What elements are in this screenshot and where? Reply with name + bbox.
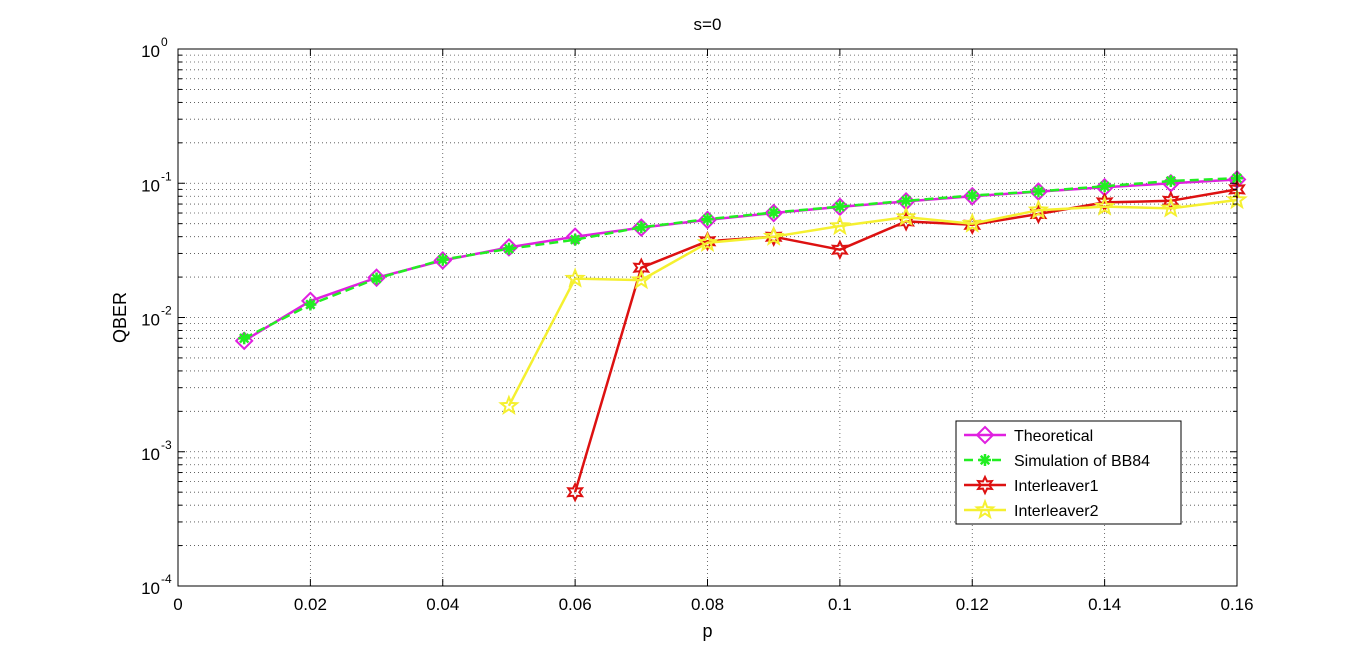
- y-tick-label: 10: [141, 176, 160, 195]
- data-point-simulation-of-bb84-stroke: [305, 299, 316, 310]
- data-point-interleaver2: [1027, 198, 1050, 220]
- data-point-theoretical: [962, 186, 982, 206]
- data-point-simulation-of-bb84-stroke: [967, 190, 978, 201]
- x-tick-label: 0.1: [828, 595, 852, 614]
- data-point-theoretical: [764, 203, 784, 223]
- series-line-simulation-of-bb84: [243, 176, 1238, 340]
- data-point-simulation-of-bb84: [900, 194, 913, 207]
- data-point-interleaver1: [764, 226, 783, 248]
- data-point-simulation-of-bb84-stroke: [702, 214, 713, 225]
- grid: [178, 49, 1237, 586]
- data-point-simulation-of-bb84: [370, 272, 383, 285]
- data-point-simulation-of-bb84: [436, 253, 449, 266]
- data-point-simulation-of-bb84: [238, 332, 251, 345]
- y-tick-label: 10: [141, 579, 160, 598]
- data-point-interleaver2: [961, 212, 983, 233]
- x-tick-label: 0.16: [1220, 595, 1253, 614]
- data-point-simulation-of-bb84-stroke: [768, 207, 779, 218]
- data-point-theoretical: [433, 251, 453, 270]
- data-point-simulation-of-bb84: [569, 233, 582, 246]
- legend-label-interleaver2: Interleaver2: [1014, 503, 1099, 520]
- x-tick-label: 0.06: [559, 595, 592, 614]
- data-point-interleaver2: [1093, 195, 1116, 216]
- series-line-interleaver2: [507, 198, 1238, 407]
- y-tick-label: 10: [141, 42, 160, 61]
- series-simulation-of-bb84: [238, 172, 1243, 345]
- data-point-simulation-of-bb84-stroke: [834, 201, 846, 212]
- data-point-interleaver2: [498, 394, 520, 416]
- x-axis-label: p: [702, 621, 712, 641]
- data-point-interleaver1: [566, 481, 585, 503]
- data-point-simulation-of-bb84: [502, 242, 515, 255]
- data-point-simulation-of-bb84-stroke: [437, 254, 448, 265]
- data-point-simulation-of-bb84: [1032, 185, 1045, 198]
- legend-marker-interleaver1: [976, 474, 994, 496]
- x-tick-label: 0.02: [294, 595, 327, 614]
- data-point-interleaver2: [564, 267, 586, 288]
- data-point-simulation-of-bb84: [966, 189, 979, 202]
- x-tick-label: 0.04: [426, 595, 459, 614]
- legend-marker-theoretical: [975, 425, 995, 445]
- data-point-simulation-of-bb84-stroke: [900, 195, 912, 206]
- legend-label-simulation-of-bb84: Simulation of BB84: [1014, 453, 1150, 470]
- data-point-theoretical: [499, 237, 519, 257]
- legend: Theoretical Simulation of BB84 Interleaver…: [955, 420, 1182, 525]
- series-interleaver2: [498, 188, 1248, 416]
- data-point-theoretical: [698, 210, 717, 230]
- data-point-interleaver2: [1159, 197, 1182, 218]
- data-point-theoretical: [367, 268, 386, 288]
- data-point-simulation-of-bb84: [1098, 180, 1111, 193]
- chart-title: s=0: [694, 15, 722, 34]
- x-tick-label: 0: [173, 595, 182, 614]
- data-point-simulation-of-bb84-stroke: [636, 222, 647, 233]
- data-point-simulation-of-bb84-stroke: [503, 243, 515, 254]
- data-point-interleaver2: [829, 214, 851, 236]
- axis-ticks: 0 0.02 0.04 0.06 0.08 0.1 0.12 0.14 0.1610-410-3…: [141, 35, 1253, 614]
- y-tick-exponent: -3: [161, 438, 172, 452]
- x-tick-label: 0.08: [691, 595, 724, 614]
- data-point-simulation-of-bb84-stroke: [569, 234, 581, 245]
- data-point-theoretical: [631, 218, 651, 238]
- data-point-simulation-of-bb84: [304, 298, 317, 311]
- data-point-simulation-of-bb84-stroke: [1033, 186, 1044, 197]
- y-axis-label: QBER: [110, 292, 130, 343]
- y-tick-label: 10: [141, 311, 160, 330]
- data-point-interleaver1: [632, 257, 651, 279]
- data-point-interleaver2: [696, 231, 719, 253]
- data-point-interleaver1: [698, 230, 717, 252]
- x-tick-label: 0.12: [956, 595, 989, 614]
- data-point-simulation-of-bb84: [635, 221, 648, 234]
- data-point-simulation-of-bb84-stroke: [239, 333, 250, 344]
- series-lines: [234, 170, 1248, 503]
- x-tick-label: 0.14: [1088, 595, 1121, 614]
- data-point-simulation-of-bb84: [833, 200, 846, 213]
- legend-marker-simulation-of-bb84-stroke: [979, 454, 991, 466]
- legend-label-theoretical: Theoretical: [1014, 428, 1093, 445]
- data-point-simulation-of-bb84-stroke: [371, 273, 382, 284]
- legend-marker-interleaver2: [974, 498, 996, 520]
- y-tick-exponent: -4: [161, 572, 172, 586]
- data-point-simulation-of-bb84: [767, 206, 780, 219]
- data-point-simulation-of-bb84-stroke: [1165, 175, 1176, 187]
- data-point-interleaver2: [630, 268, 653, 290]
- data-point-simulation-of-bb84-stroke: [1099, 181, 1110, 192]
- data-point-interleaver2: [895, 205, 917, 227]
- y-tick-exponent: -2: [161, 304, 172, 318]
- y-tick-exponent: 0: [161, 35, 168, 49]
- y-tick-label: 10: [141, 445, 160, 464]
- legend-marker-simulation-of-bb84: [979, 454, 991, 466]
- y-tick-exponent: -1: [161, 169, 172, 183]
- data-point-interleaver1: [830, 239, 849, 261]
- data-point-interleaver2: [762, 225, 785, 246]
- data-point-simulation-of-bb84: [1164, 174, 1177, 187]
- data-point-simulation-of-bb84: [701, 213, 714, 226]
- legend-label-interleaver1: Interleaver1: [1014, 478, 1099, 495]
